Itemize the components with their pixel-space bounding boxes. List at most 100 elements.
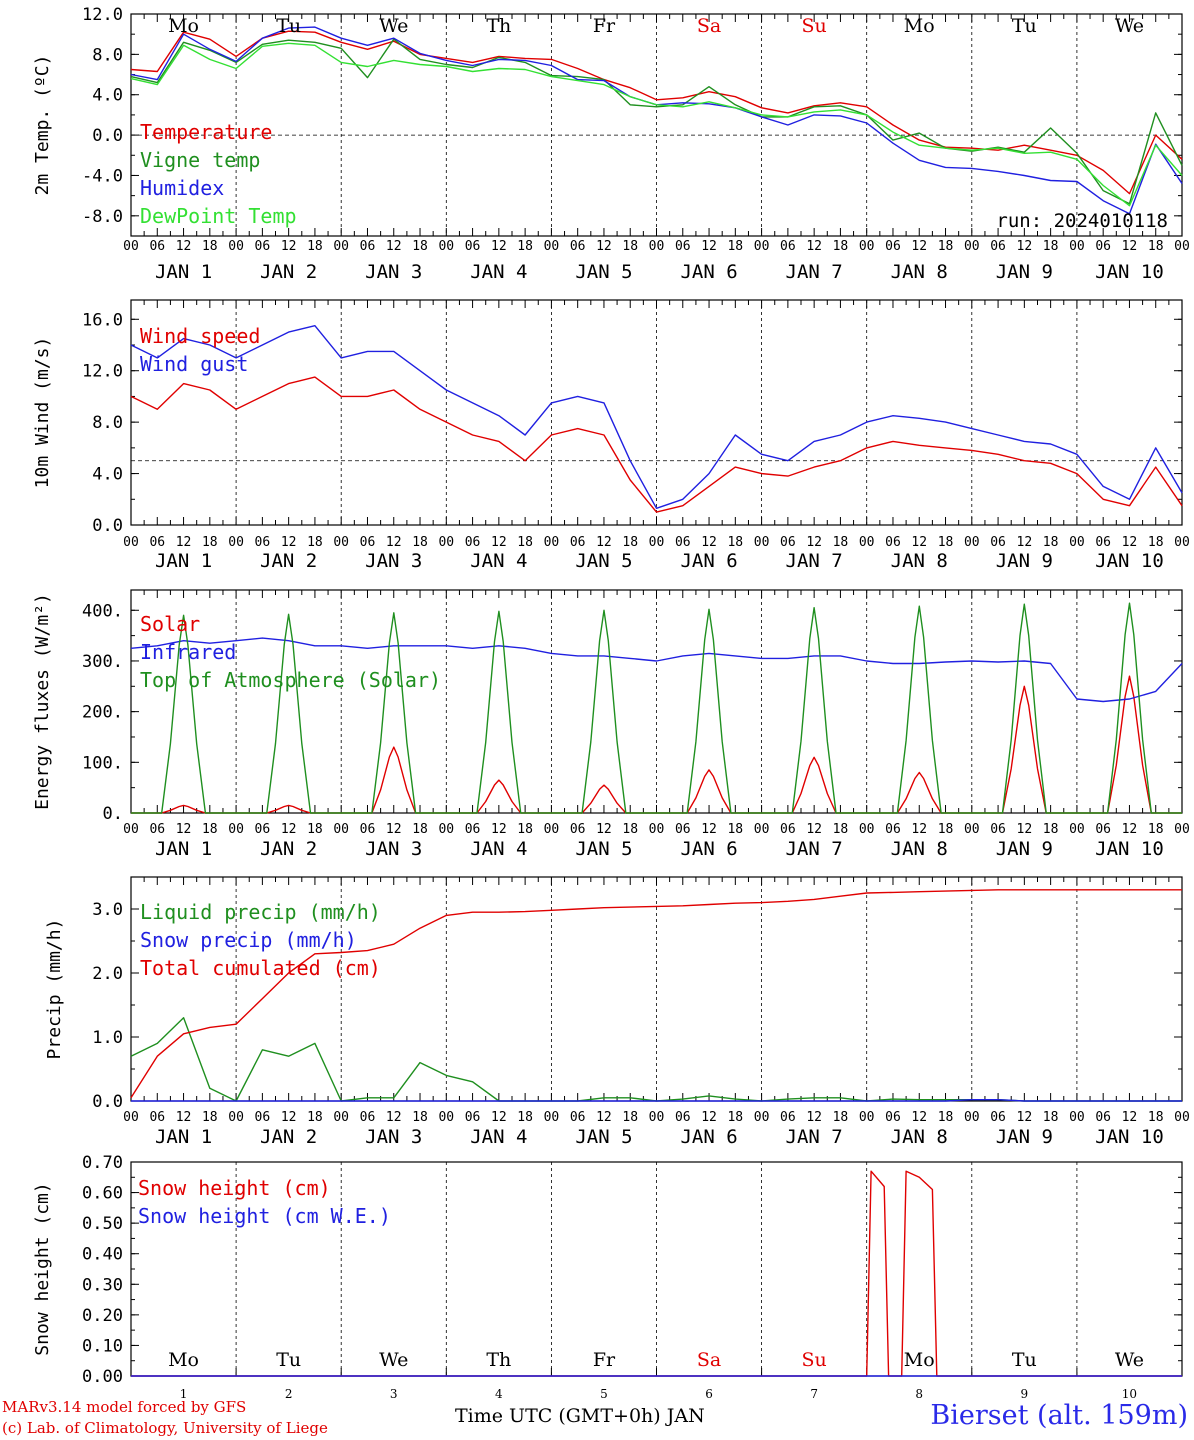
x-hour-label: 12 (1017, 535, 1033, 550)
x-hour-label: 18 (1148, 535, 1164, 550)
x-hour-label: 12 (806, 822, 822, 837)
x-date-label: JAN 2 (260, 550, 317, 572)
x-hour-label: 12 (491, 1110, 507, 1125)
x-hour-label: 18 (938, 1110, 954, 1125)
x-hour-label: 00 (333, 239, 349, 254)
x-hour-label: 00 (1069, 535, 1085, 550)
x-hour-label: 18 (938, 822, 954, 837)
legend-top-of-atmosphere-solar: Top of Atmosphere (Solar) (140, 668, 441, 692)
legend-snow-height-cm: Snow height (cm) (138, 1176, 331, 1200)
day-number-label: 2 (285, 1387, 293, 1401)
x-date-label: JAN 7 (786, 1126, 843, 1148)
y-tick-label: 0.10 (82, 1336, 123, 1356)
x-hour-label: 18 (622, 535, 638, 550)
legend-snow-height-cm-w-e: Snow height (cm W.E.) (138, 1204, 391, 1228)
x-date-label: JAN 1 (155, 1126, 212, 1148)
x-hour-label: 18 (202, 822, 218, 837)
x-hour-label: 12 (281, 822, 297, 837)
series-line-total-cumulated-cm (130, 889, 1182, 1099)
weekday-label: Mo (904, 1349, 935, 1371)
x-hour-label: 12 (176, 822, 192, 837)
x-hour-label: 18 (1043, 1110, 1059, 1125)
series-line-wind-speed (130, 376, 1183, 513)
x-hour-label: 06 (465, 822, 481, 837)
x-hour-label: 12 (176, 535, 192, 550)
x-date-label: JAN 9 (996, 550, 1053, 572)
series-line-infrared (130, 637, 1183, 703)
day-number-label: 1 (180, 1387, 188, 1401)
x-date-label: JAN 8 (891, 261, 948, 283)
x-hour-label: 06 (990, 1110, 1006, 1125)
y-tick-label: 1.0 (92, 1028, 123, 1048)
y-axis-label: Energy fluxes (W/m²) (32, 593, 53, 810)
y-tick-label: 4.0 (92, 86, 123, 106)
x-hour-label: 06 (1095, 535, 1111, 550)
x-hour-label: 18 (727, 535, 743, 550)
x-hour-label: 18 (833, 822, 849, 837)
x-hour-label: 18 (622, 239, 638, 254)
y-tick-label: 200. (82, 703, 123, 723)
x-hour-label: 00 (1174, 535, 1190, 550)
x-hour-label: 06 (675, 239, 691, 254)
x-date-label: JAN 4 (470, 261, 527, 283)
x-date-label: JAN 3 (365, 1126, 422, 1148)
x-hour-label: 18 (307, 535, 323, 550)
x-hour-label: 06 (780, 239, 796, 254)
x-hour-label: 06 (465, 535, 481, 550)
x-hour-label: 06 (360, 1110, 376, 1125)
weekday-label: We (379, 15, 408, 37)
x-hour-label: 00 (544, 1110, 560, 1125)
run-label: run: 2024010118 (996, 210, 1168, 232)
x-hour-label: 06 (255, 535, 271, 550)
x-hour-label: 06 (360, 535, 376, 550)
weekday-label: Tu (1012, 15, 1037, 37)
x-hour-label: 06 (570, 1110, 586, 1125)
x-hour-label: 12 (386, 822, 402, 837)
x-date-label: JAN 7 (786, 261, 843, 283)
y-axis-label: Snow height (cm) (32, 1182, 53, 1355)
x-date-label: JAN 5 (575, 261, 632, 283)
day-number-label: 6 (705, 1387, 713, 1401)
x-hour-label: 18 (517, 822, 533, 837)
x-hour-label: 06 (885, 1110, 901, 1125)
x-hour-label: 18 (727, 239, 743, 254)
x-date-label: JAN 10 (1095, 838, 1164, 860)
legend-vigne-temp: Vigne temp (140, 148, 260, 172)
x-hour-label: 18 (727, 1110, 743, 1125)
y-tick-label: 0.70 (82, 1153, 123, 1173)
x-date-label: JAN 7 (786, 838, 843, 860)
legend-humidex: Humidex (140, 176, 224, 200)
x-date-label: JAN 6 (680, 838, 737, 860)
x-hour-label: 00 (649, 535, 665, 550)
x-hour-label: 00 (228, 822, 244, 837)
x-hour-label: 12 (806, 1110, 822, 1125)
series-line-dewpoint-temp (130, 42, 1183, 207)
x-hour-label: 06 (570, 535, 586, 550)
x-hour-label: 06 (885, 239, 901, 254)
x-hour-label: 00 (438, 1110, 454, 1125)
x-hour-label: 06 (675, 1110, 691, 1125)
x-hour-label: 18 (833, 535, 849, 550)
y-tick-label: 100. (82, 753, 123, 773)
y-tick-label: 0.0 (92, 516, 123, 536)
x-date-label: JAN 5 (575, 838, 632, 860)
weekday-label: Sa (697, 1349, 721, 1371)
x-hour-label: 18 (1148, 239, 1164, 254)
x-hour-label: 06 (675, 822, 691, 837)
x-hour-label: 18 (412, 822, 428, 837)
x-hour-label: 00 (859, 1110, 875, 1125)
x-hour-label: 12 (281, 239, 297, 254)
x-hour-label: 00 (649, 822, 665, 837)
x-hour-label: 18 (517, 1110, 533, 1125)
x-hour-label: 18 (833, 1110, 849, 1125)
x-date-label: JAN 5 (575, 550, 632, 572)
series-line-top-of-atmosphere-solar (131, 602, 1182, 814)
x-hour-label: 12 (1122, 822, 1138, 837)
day-number-label: 9 (1021, 1387, 1029, 1401)
weekday-label: Mo (904, 15, 935, 37)
x-hour-label: 00 (1174, 822, 1190, 837)
x-hour-label: 12 (701, 1110, 717, 1125)
x-hour-label: 00 (228, 535, 244, 550)
weekday-label: We (1115, 1349, 1144, 1371)
weekday-label: Tu (276, 15, 301, 37)
